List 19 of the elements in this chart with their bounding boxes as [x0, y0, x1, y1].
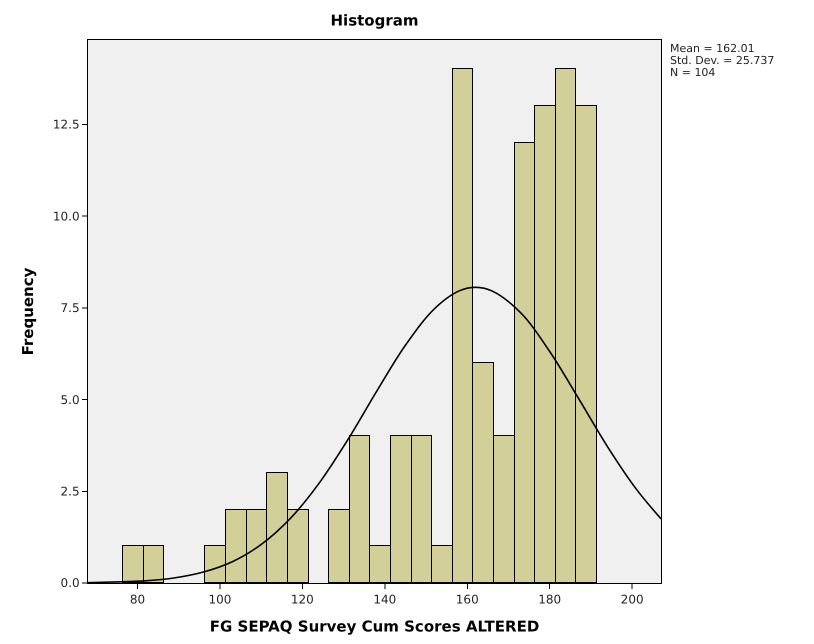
text: Mean = 162.01 — [670, 42, 755, 55]
y-tick-label: 10.0 — [52, 209, 80, 224]
y-tick-label: 7.5 — [60, 301, 80, 316]
y-tick-label: 5.0 — [60, 392, 80, 407]
x-tick-label: 200 — [620, 592, 644, 606]
x-tick-label: 120 — [290, 592, 314, 606]
text: Std. Dev. = 25.737 — [670, 54, 774, 67]
y-axis-title: Frequency — [19, 267, 38, 356]
x-tick-label: 160 — [456, 592, 479, 606]
x-axis-title: FG SEPAQ Survey Cum Scores ALTERED — [210, 617, 540, 636]
chart-title: Histogram — [330, 11, 418, 30]
x-tick-label: 180 — [538, 592, 562, 606]
y-tick-label: 2.5 — [60, 484, 80, 498]
x-tick-label: 100 — [208, 592, 232, 606]
y-tick-label: 0.0 — [60, 576, 80, 590]
x-tick-label: 140 — [373, 592, 396, 606]
y-tick-label: 12.5 — [52, 118, 80, 132]
x-tick-label: 80 — [130, 592, 146, 606]
text: N = 104 — [670, 66, 716, 79]
